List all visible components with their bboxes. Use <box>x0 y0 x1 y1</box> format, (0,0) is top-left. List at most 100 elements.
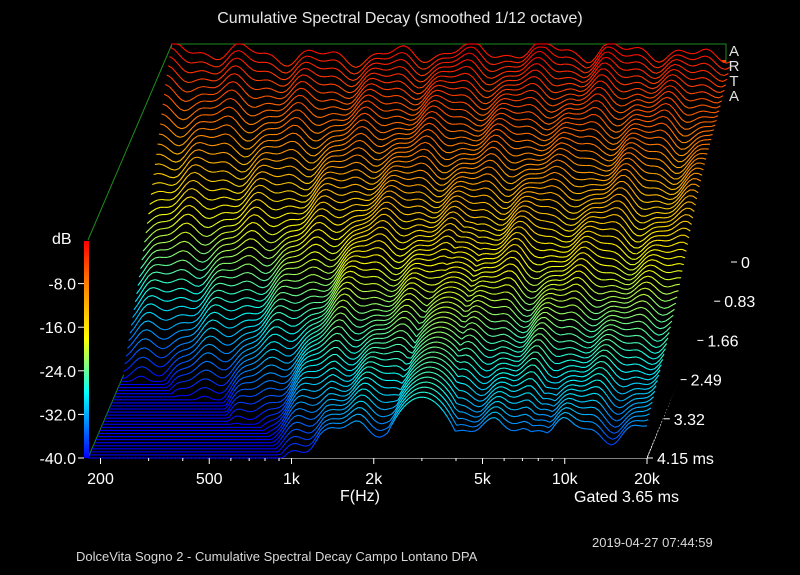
slice-segment <box>493 140 498 143</box>
slice-segment <box>482 118 487 122</box>
slice-segment <box>283 157 289 160</box>
slice-segment <box>499 98 504 101</box>
slice-segment <box>227 66 233 71</box>
slice-segment <box>554 255 559 258</box>
slice-segment <box>438 121 443 127</box>
slice-segment <box>438 57 443 61</box>
slice-segment <box>577 108 583 110</box>
slice-segment <box>387 129 393 133</box>
slice-segment <box>666 117 672 123</box>
slice-segment <box>278 69 283 73</box>
slice-segment <box>422 68 427 70</box>
slice-segment <box>395 142 400 145</box>
slice-segment <box>407 93 413 98</box>
slice-segment <box>249 145 254 150</box>
slice-segment <box>559 118 564 123</box>
slice-segment <box>660 109 665 112</box>
slice-segment <box>641 110 647 113</box>
slice-segment <box>539 78 544 84</box>
slice-segment <box>483 112 488 116</box>
slice-segment <box>726 60 732 64</box>
slice-segment <box>341 128 346 132</box>
slice-segment <box>563 235 568 238</box>
slice-segment <box>580 129 586 132</box>
slice-segment <box>201 70 206 72</box>
slice-segment <box>230 154 236 160</box>
slice-segment <box>557 123 563 128</box>
slice-segment <box>314 228 320 231</box>
slice-segment <box>326 171 331 174</box>
slice-segment <box>655 230 660 233</box>
slice-segment <box>579 75 584 79</box>
slice-segment <box>631 68 636 71</box>
slice-segment <box>322 107 327 110</box>
slice-segment <box>153 172 158 176</box>
slice-segment <box>713 60 719 66</box>
slice-segment <box>408 136 414 139</box>
slice-segment <box>654 101 660 106</box>
slice-segment <box>621 76 627 79</box>
slice-segment <box>623 135 628 142</box>
slice-segment <box>457 67 463 71</box>
slice-segment <box>332 252 337 255</box>
slice-segment <box>224 237 229 240</box>
slice-segment <box>681 94 687 100</box>
slice-segment <box>421 105 427 112</box>
slice-segment <box>165 114 170 120</box>
slice-segment <box>402 220 407 223</box>
slice-segment <box>419 59 424 64</box>
slice-segment <box>420 111 426 118</box>
slice-segment <box>160 153 165 157</box>
slice-segment <box>451 65 456 68</box>
slice-segment <box>175 43 181 46</box>
slice-segment <box>471 107 476 113</box>
slice-segment <box>367 100 373 104</box>
slice-segment <box>672 140 678 147</box>
slice-segment <box>291 59 297 65</box>
slice-segment <box>606 77 612 83</box>
slice-segment <box>221 133 226 136</box>
slice-segment <box>574 123 579 126</box>
slice-segment <box>590 211 595 214</box>
slice-segment <box>673 108 679 115</box>
slice-segment <box>708 134 713 136</box>
slice-segment <box>599 241 604 244</box>
slice-segment <box>360 204 365 207</box>
slice-segment <box>190 89 195 92</box>
slice-segment <box>535 121 540 127</box>
slice-segment <box>390 115 395 118</box>
slice-segment <box>637 93 643 96</box>
slice-segment <box>324 132 330 137</box>
slice-segment <box>169 56 174 60</box>
slice-segment <box>661 62 667 67</box>
slice-segment <box>606 228 611 230</box>
slice-segment <box>254 150 260 157</box>
slice-segment <box>567 49 572 52</box>
slice-segment <box>338 154 343 157</box>
slice-segment <box>411 191 417 194</box>
slice-segment <box>294 229 300 232</box>
slice-segment <box>356 87 362 94</box>
slice-segment <box>390 55 395 59</box>
slice-segment <box>687 91 692 95</box>
slice-segment <box>416 244 421 247</box>
slice-segment <box>366 127 371 133</box>
slice-segment <box>464 94 470 98</box>
slice-segment <box>546 191 551 194</box>
slice-segment <box>568 127 574 130</box>
slice-segment <box>483 135 489 142</box>
slice-segment <box>676 58 681 62</box>
slice-segment <box>684 62 689 66</box>
slice-segment <box>491 128 496 133</box>
slice-segment <box>290 245 296 248</box>
slice-segment <box>238 103 244 110</box>
slice-segment <box>411 126 417 130</box>
slice-segment <box>649 62 655 68</box>
slice-segment <box>415 98 420 101</box>
slice-segment <box>666 65 672 70</box>
slice-segment <box>362 125 367 129</box>
slice-segment <box>213 162 218 164</box>
slice-segment <box>380 101 386 105</box>
slice-segment <box>396 58 402 61</box>
slice-segment <box>206 208 211 210</box>
